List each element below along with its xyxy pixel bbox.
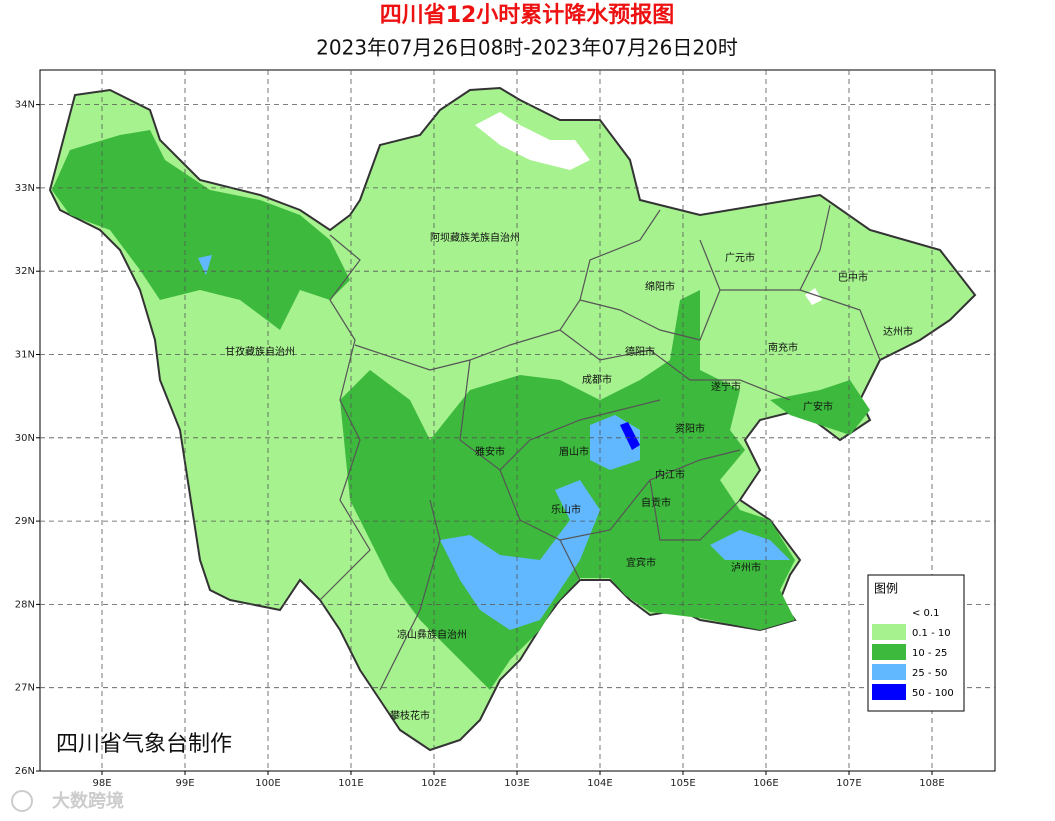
subtitle: 2023年07月26日08时-2023年07月26日20时 bbox=[316, 36, 738, 60]
y-tick-label: 34N bbox=[15, 100, 35, 111]
region-label: 雅安市 bbox=[475, 445, 505, 458]
legend-label: 0.1 - 10 bbox=[912, 628, 951, 639]
watermark-icon bbox=[11, 790, 33, 812]
legend-label: 50 - 100 bbox=[912, 688, 954, 699]
legend-swatch bbox=[872, 624, 906, 640]
region-label: 遂宁市 bbox=[711, 380, 741, 393]
region-label: 凉山彝族自治州 bbox=[397, 628, 467, 641]
x-tick-label: 102E bbox=[421, 778, 446, 789]
region-label: 宜宾市 bbox=[626, 556, 656, 569]
legend-label: 10 - 25 bbox=[912, 648, 947, 659]
region-label: 泸州市 bbox=[731, 561, 761, 574]
x-tick-label: 106E bbox=[753, 778, 778, 789]
legend-swatch bbox=[872, 664, 906, 680]
x-tick-label: 101E bbox=[338, 778, 363, 789]
graticule: 98E 99E 100E 101E 102E 103E 104E 105E 106E 107E 10… bbox=[15, 70, 995, 789]
x-tick-label: 108E bbox=[919, 778, 944, 789]
region-label: 巴中市 bbox=[838, 271, 868, 284]
y-tick-label: 30N bbox=[15, 433, 35, 444]
rain-10-25 bbox=[770, 380, 870, 435]
prefecture-borders bbox=[319, 204, 881, 691]
region-label: 广元市 bbox=[725, 251, 755, 264]
legend-label: < 0.1 bbox=[912, 608, 939, 619]
region-label: 达州市 bbox=[883, 325, 913, 338]
region-label: 眉山市 bbox=[559, 445, 589, 458]
region-label: 资阳市 bbox=[675, 422, 705, 435]
region-label: 乐山市 bbox=[551, 503, 581, 516]
region-label: 甘孜藏族自治州 bbox=[225, 345, 295, 358]
region-label: 阿坝藏族羌族自治州 bbox=[430, 231, 520, 244]
region-label: 广安市 bbox=[803, 400, 833, 413]
region-label: 自贡市 bbox=[641, 496, 671, 509]
title: 四川省12小时累计降水预报图 bbox=[380, 3, 675, 28]
y-tick-label: 27N bbox=[15, 683, 35, 694]
legend: 图例 < 0.1 0.1 - 10 10 - 25 25 - 50 50 - 100 bbox=[867, 574, 965, 712]
y-tick-label: 33N bbox=[15, 183, 35, 194]
y-tick-label: 28N bbox=[15, 599, 35, 610]
rain-50-100 bbox=[620, 422, 640, 450]
y-tick-label: 31N bbox=[15, 350, 35, 361]
legend-items: < 0.1 0.1 - 10 10 - 25 25 - 50 50 - 100 bbox=[872, 604, 954, 700]
region-label: 德阳市 bbox=[625, 345, 655, 358]
y-tick-label: 26N bbox=[15, 766, 35, 777]
rain-25-50 bbox=[710, 530, 790, 560]
rain-25-50 bbox=[440, 480, 600, 630]
watermark: 大数跨境 bbox=[52, 790, 124, 812]
region-label: 攀枝花市 bbox=[390, 709, 430, 722]
y-tick-label: 29N bbox=[15, 516, 35, 527]
legend-swatch bbox=[872, 644, 906, 660]
region-label: 成都市 bbox=[582, 373, 612, 386]
x-tick-label: 104E bbox=[587, 778, 612, 789]
region-label: 南充市 bbox=[768, 341, 798, 354]
y-tick-label: 32N bbox=[15, 266, 35, 277]
credit: 四川省气象台制作 bbox=[56, 732, 232, 757]
region-label: 内江市 bbox=[655, 468, 685, 481]
x-tick-label: 103E bbox=[504, 778, 529, 789]
x-tick-label: 98E bbox=[92, 778, 111, 789]
legend-label: 25 - 50 bbox=[912, 668, 947, 679]
region-label: 绵阳市 bbox=[645, 280, 675, 293]
rain-10-25 bbox=[52, 130, 350, 330]
legend-swatch bbox=[872, 604, 906, 620]
rain-25-50 bbox=[198, 255, 212, 275]
x-tick-label: 99E bbox=[175, 778, 194, 789]
rain-none bbox=[805, 288, 822, 305]
x-tick-label: 105E bbox=[670, 778, 695, 789]
rain-none bbox=[475, 112, 590, 170]
legend-swatch bbox=[872, 684, 906, 700]
x-tick-label: 107E bbox=[836, 778, 861, 789]
province-shapes bbox=[48, 86, 977, 752]
legend-title: 图例 bbox=[874, 582, 898, 596]
x-tick-label: 100E bbox=[255, 778, 280, 789]
